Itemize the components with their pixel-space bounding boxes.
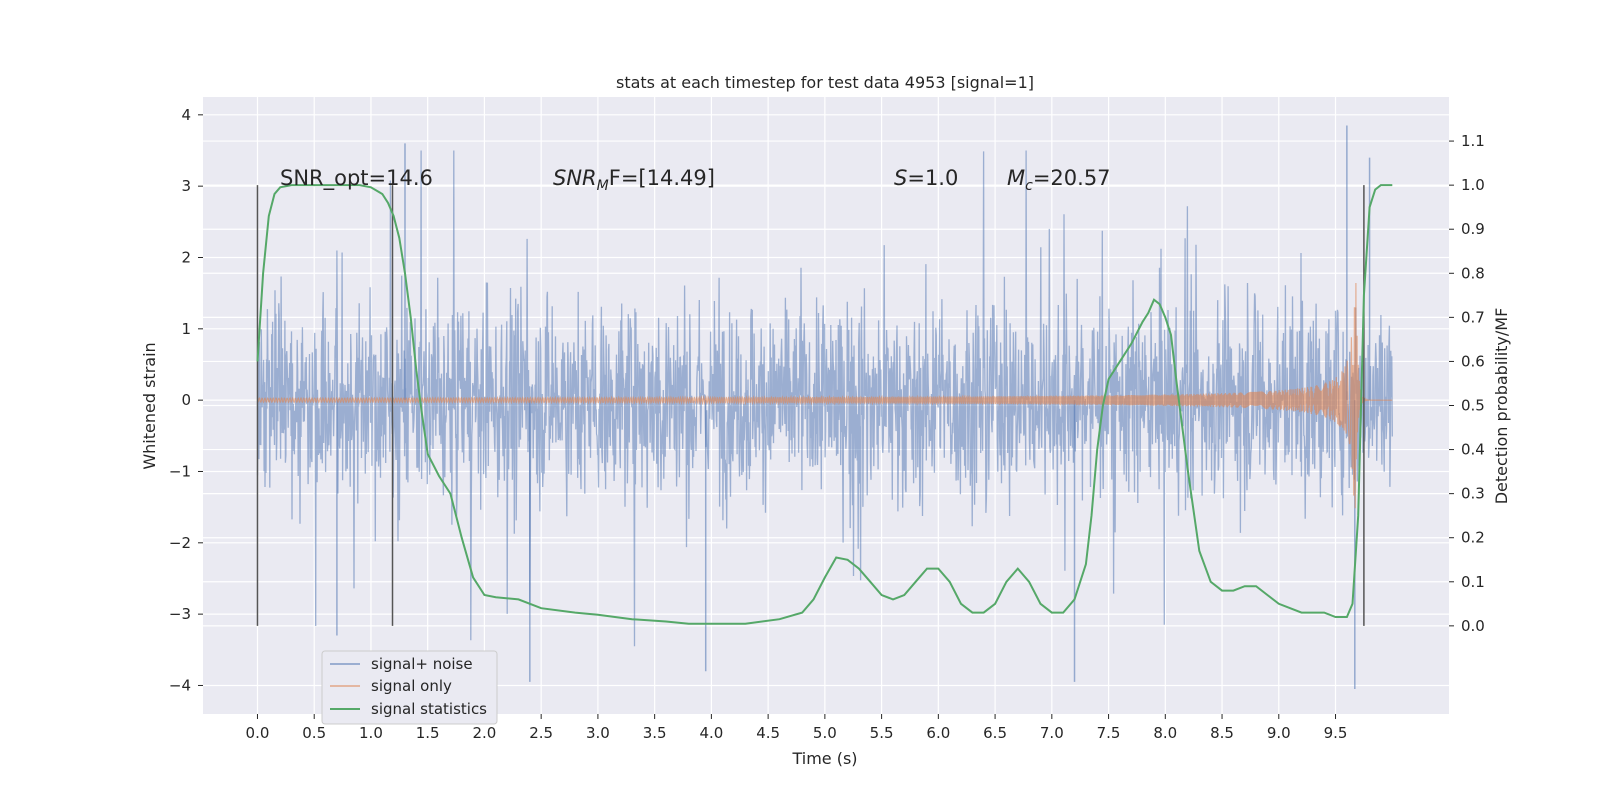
y2-tick-label: 0.1 — [1461, 573, 1485, 591]
y-tick-label: −1 — [169, 462, 191, 480]
y2-tick-label: 0.4 — [1461, 441, 1485, 459]
x-axis-label: Time (s) — [791, 749, 857, 768]
y2-tick-label: 1.0 — [1461, 176, 1485, 194]
y2-tick-label: 0.3 — [1461, 485, 1485, 503]
annotation-s-rest: =1.0 — [907, 166, 958, 190]
annotation-snr-opt: SNR_opt=14.6 — [280, 166, 433, 191]
noise-line — [256, 150, 1393, 647]
x-tick-label: 6.0 — [926, 724, 950, 742]
x-tick-label: 9.5 — [1324, 724, 1348, 742]
x-tick-label: 3.0 — [586, 724, 610, 742]
annotation-snr-mf: SNRMF=[14.49] — [553, 166, 715, 194]
y-tick-label: 4 — [181, 106, 191, 124]
y-tick-label: −4 — [169, 676, 191, 694]
legend-label-signal-statistics: signal statistics — [371, 700, 487, 718]
x-tick-label: 2.5 — [529, 724, 553, 742]
y-axis-ticks: −4 −3 −2 −1 0 1 2 3 4 — [169, 106, 203, 694]
x-tick-label: 9.0 — [1267, 724, 1291, 742]
chirp-line — [256, 282, 1393, 509]
annotation-mc-main: M — [1007, 166, 1025, 190]
x-tick-label: 2.0 — [472, 724, 496, 742]
y2-tick-label: 0.0 — [1461, 617, 1485, 635]
y2-axis-ticks: 0.0 0.1 0.2 0.3 0.4 0.5 0.6 0.7 0.8 0.9 1.0 1.1 — [1449, 132, 1485, 635]
annotation-mc: Mc=20.57 — [1007, 166, 1111, 194]
x-axis-ticks: 0.0 0.5 1.0 1.5 2.0 2.5 3.0 3.5 4.0 4.5 5.0 5.5 6.0 6… — [246, 714, 1348, 742]
x-tick-label: 8.5 — [1210, 724, 1234, 742]
y-tick-label: 1 — [181, 320, 191, 338]
statistics-line — [256, 184, 1393, 625]
annotation-snr-mf-main: SNR — [553, 166, 597, 190]
chart-title: stats at each timestep for test data 495… — [616, 73, 1034, 92]
series-signal-noise — [256, 125, 1393, 690]
legend: signal+ noise signal only signal statist… — [321, 650, 498, 725]
y2-tick-label: 1.1 — [1461, 132, 1485, 150]
x-tick-label: 1.0 — [359, 724, 383, 742]
y-tick-label: 2 — [181, 248, 191, 266]
legend-label-signal-only: signal only — [371, 677, 452, 695]
y-tick-label: 0 — [181, 391, 191, 409]
x-tick-label: 3.5 — [643, 724, 667, 742]
x-tick-label: 4.5 — [756, 724, 780, 742]
x-tick-label: 1.5 — [416, 724, 440, 742]
y-tick-label: 3 — [181, 177, 191, 195]
annotation-s: S=1.0 — [894, 166, 958, 190]
x-tick-label: 8.0 — [1153, 724, 1177, 742]
y2-tick-label: 0.6 — [1461, 352, 1485, 370]
vertical-markers — [256, 185, 1365, 626]
series-signal-only — [256, 282, 1393, 509]
series-signal-statistics — [256, 184, 1393, 625]
y2-tick-label: 0.8 — [1461, 264, 1485, 282]
y2-tick-label: 0.7 — [1461, 308, 1485, 326]
x-tick-label: 5.5 — [870, 724, 894, 742]
annotation-mc-rest: =20.57 — [1033, 166, 1111, 190]
annotation-snr-mf-rest: F=[14.49] — [609, 166, 715, 190]
y-tick-label: −2 — [169, 534, 191, 552]
annotation-snr-mf-sub: M — [597, 178, 609, 194]
y-axis-label: Whitened strain — [140, 342, 159, 469]
x-tick-label: 4.0 — [699, 724, 723, 742]
x-tick-label: 6.5 — [983, 724, 1007, 742]
annotation-s-main: S — [894, 166, 907, 190]
annotation-mc-sub: c — [1025, 178, 1033, 194]
x-tick-label: 0.5 — [302, 724, 326, 742]
y2-tick-label: 0.2 — [1461, 529, 1485, 547]
y-tick-label: −3 — [169, 605, 191, 623]
y2-tick-label: 0.9 — [1461, 220, 1485, 238]
x-tick-label: 7.5 — [1097, 724, 1121, 742]
x-tick-label: 0.0 — [246, 724, 270, 742]
y2-tick-label: 0.5 — [1461, 397, 1485, 415]
x-tick-label: 7.0 — [1040, 724, 1064, 742]
x-tick-label: 5.0 — [813, 724, 837, 742]
legend-label-signal-noise: signal+ noise — [371, 655, 473, 673]
legend-box — [321, 650, 498, 725]
y2-axis-label: Detection probability/MF — [1492, 308, 1511, 505]
